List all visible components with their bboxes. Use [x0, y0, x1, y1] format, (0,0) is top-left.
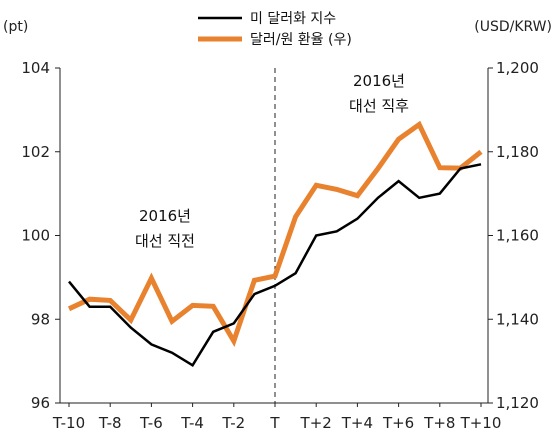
- x-tick-label-Tp8: T+8: [423, 414, 455, 432]
- legend: 미 달러화 지수 달러/원 환율 (우): [198, 11, 352, 48]
- y-left-tick-label: 104: [21, 59, 50, 77]
- series-line-usdkrw: [67, 120, 483, 347]
- x-tick-label-Tm8: T-8: [98, 414, 122, 432]
- y-left-tick-label: 98: [31, 310, 50, 328]
- annotation-post-election-year: 2016년: [353, 72, 405, 90]
- y-right-ticks: 1,120 1,140 1,160 1,180 1,200: [488, 59, 539, 412]
- x-tick-label-Tp4: T+4: [341, 414, 373, 432]
- y-right-tick-label: 1,140: [496, 310, 539, 328]
- annotation-pre-election-year: 2016년: [139, 207, 191, 225]
- y-left-unit: (pt): [3, 19, 28, 35]
- series-line-dollar-index: [68, 163, 482, 368]
- x-tick-label-Tm10: T-10: [52, 414, 85, 432]
- y-left-tick-label: 96: [31, 394, 50, 412]
- legend-label-dollar-index: 미 달러화 지수: [250, 11, 336, 27]
- series-layer: [67, 120, 483, 368]
- x-tick-label-Tm4: T-4: [180, 414, 204, 432]
- y-left-tick-label: 102: [21, 143, 50, 161]
- x-tick-label-Tp10: T+10: [460, 414, 502, 432]
- annotation-pre-election-label: 대선 직전: [135, 232, 195, 250]
- y-right-tick-label: 1,160: [496, 227, 539, 245]
- y-right-tick-label: 1,120: [496, 394, 539, 412]
- y-right-unit: (USD/KRW): [474, 19, 552, 35]
- x-tick-label-Tm2: T-2: [221, 414, 245, 432]
- annotation-post-election-label: 대선 직후: [349, 97, 409, 115]
- x-tick-label-Tp6: T+6: [382, 414, 414, 432]
- y-right-tick-label: 1,200: [496, 59, 539, 77]
- y-left-tick-label: 100: [21, 227, 50, 245]
- x-tick-label-Tm6: T-6: [139, 414, 163, 432]
- y-left-ticks: 96 98 100 102 104: [21, 59, 60, 412]
- y-right-tick-label: 1,180: [496, 143, 539, 161]
- x-ticks: T-10 T-8 T-6 T-4 T-2 T T+2 T+4 T+6 T+8 T+10: [52, 403, 502, 432]
- x-tick-label-T: T: [269, 414, 280, 432]
- x-tick-label-Tp2: T+2: [300, 414, 332, 432]
- legend-label-usdkrw: 달러/원 환율 (우): [250, 32, 352, 48]
